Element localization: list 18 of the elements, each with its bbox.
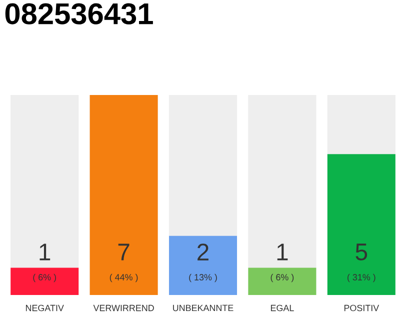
data-label: ( 6% ) (270, 274, 294, 282)
chart-title: 082536431 (5, 3, 153, 24)
bar (248, 268, 316, 295)
x-tick-label: EGAL (270, 304, 294, 312)
annotation: 1 (277, 244, 288, 260)
data-label: ( 31% ) (348, 274, 376, 282)
x-tick-label: UNBEKANNTE (173, 304, 234, 312)
bar (10, 268, 79, 295)
annotation: 1 (40, 244, 50, 260)
annotation: 5 (356, 244, 368, 260)
data-label: ( 6% ) (33, 274, 56, 282)
x-tick-label: VERWIRREND (93, 304, 154, 312)
x-tick-label: POSITIV (344, 304, 380, 312)
data-label: ( 44% ) (110, 274, 138, 282)
x-tick-label: NEGATIV (26, 304, 64, 312)
data-label: ( 13% ) (189, 274, 217, 282)
annotation: 7 (118, 244, 130, 260)
annotation: 2 (198, 244, 208, 260)
